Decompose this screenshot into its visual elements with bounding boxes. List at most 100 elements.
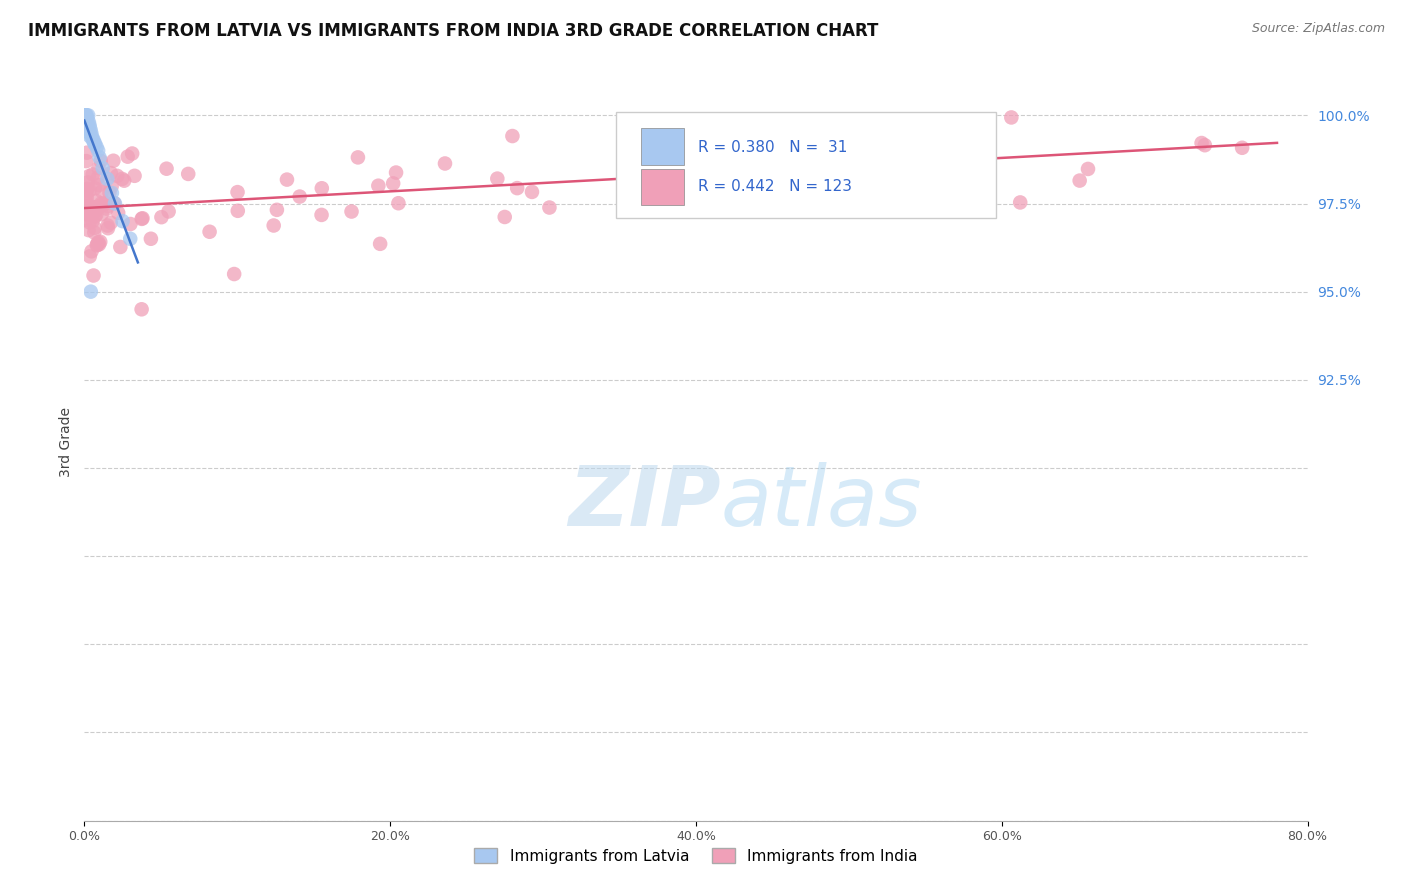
Point xyxy=(82,133,104,147)
Point xyxy=(83,133,105,147)
FancyBboxPatch shape xyxy=(616,112,995,218)
Point xyxy=(83,268,105,283)
Point xyxy=(98,186,121,200)
Point xyxy=(82,214,104,228)
Point xyxy=(111,172,134,186)
Point xyxy=(117,150,139,164)
Point xyxy=(75,212,97,227)
Point xyxy=(124,169,146,183)
Point xyxy=(75,108,97,122)
Point xyxy=(77,108,100,122)
Point xyxy=(89,151,111,165)
Point xyxy=(87,161,110,175)
Y-axis label: 3rd Grade: 3rd Grade xyxy=(59,407,73,476)
Point xyxy=(387,196,409,211)
Point xyxy=(75,207,97,221)
Point xyxy=(77,126,100,140)
Point xyxy=(155,161,177,176)
Point xyxy=(80,207,103,221)
Point xyxy=(76,203,98,218)
Point xyxy=(80,129,103,144)
Point xyxy=(80,285,103,299)
Point xyxy=(433,156,456,170)
Point xyxy=(368,236,391,251)
Point xyxy=(96,202,118,216)
Point xyxy=(83,181,105,195)
Point xyxy=(97,221,120,235)
Point xyxy=(953,179,976,194)
Point xyxy=(84,136,107,151)
Point xyxy=(311,181,333,195)
Point xyxy=(79,249,101,263)
Point xyxy=(105,169,128,183)
Point xyxy=(896,128,918,142)
Point xyxy=(87,237,110,252)
Point xyxy=(100,179,122,194)
Point xyxy=(103,196,125,211)
Point xyxy=(80,126,103,140)
Point xyxy=(75,183,97,197)
Point xyxy=(87,235,110,250)
Point xyxy=(76,119,98,133)
Point xyxy=(520,185,543,199)
Point xyxy=(120,232,142,246)
Text: atlas: atlas xyxy=(720,462,922,542)
Point xyxy=(226,185,249,199)
Point xyxy=(104,196,127,211)
Point xyxy=(100,166,122,180)
Point xyxy=(75,108,97,122)
Point xyxy=(311,208,333,222)
Point xyxy=(75,183,97,197)
Point xyxy=(131,302,153,317)
Point xyxy=(367,178,389,193)
Point xyxy=(91,185,114,199)
Point xyxy=(224,267,246,281)
Point xyxy=(79,207,101,221)
Point xyxy=(131,211,153,226)
Bar xyxy=(641,128,683,165)
Point xyxy=(347,150,370,164)
Point xyxy=(340,204,363,219)
Point xyxy=(76,115,98,129)
Point xyxy=(84,203,107,218)
Point xyxy=(75,190,97,204)
Point xyxy=(83,220,105,235)
Point xyxy=(263,219,285,233)
Point xyxy=(101,186,124,200)
Point xyxy=(75,112,97,126)
Point xyxy=(87,200,110,214)
Bar xyxy=(641,169,683,205)
Point xyxy=(226,203,249,218)
Point xyxy=(86,237,108,252)
Point xyxy=(630,153,652,168)
Point xyxy=(75,188,97,202)
Point xyxy=(131,211,153,226)
Text: R = 0.442   N = 123: R = 0.442 N = 123 xyxy=(699,179,852,194)
Point xyxy=(1000,111,1022,125)
Text: ZIP: ZIP xyxy=(568,462,720,542)
Point xyxy=(77,115,100,129)
Point xyxy=(107,206,129,220)
Point xyxy=(86,238,108,252)
Point xyxy=(86,207,108,221)
Point xyxy=(76,112,98,126)
Text: R = 0.380   N =  31: R = 0.380 N = 31 xyxy=(699,140,848,155)
Point xyxy=(84,194,107,208)
Point xyxy=(76,176,98,190)
Point xyxy=(87,178,110,192)
Point xyxy=(198,225,221,239)
Point xyxy=(87,170,110,185)
Point xyxy=(266,202,288,217)
Point xyxy=(79,129,101,144)
Point xyxy=(917,194,939,208)
Point xyxy=(1069,173,1091,187)
Point xyxy=(79,119,101,133)
Point xyxy=(77,223,100,237)
Point xyxy=(80,207,103,221)
Point xyxy=(96,171,118,186)
Point xyxy=(506,181,529,195)
Point xyxy=(288,189,311,203)
Point xyxy=(80,205,103,219)
Point xyxy=(1194,138,1216,153)
Legend: Immigrants from Latvia, Immigrants from India: Immigrants from Latvia, Immigrants from … xyxy=(468,842,924,870)
